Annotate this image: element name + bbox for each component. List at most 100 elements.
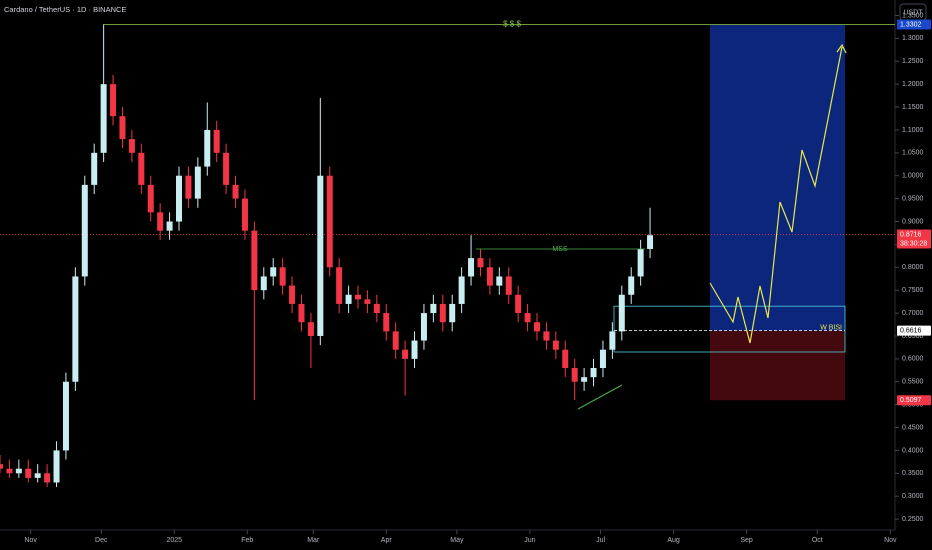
candle-body (345, 294, 352, 304)
loss-zone (710, 330, 845, 401)
y-tick-label: 0.5500 (902, 379, 924, 386)
x-tick-label: Nov (24, 537, 37, 544)
x-tick-label: Apr (381, 537, 393, 544)
target-price-label: 1.3302 (900, 21, 922, 28)
candle-body (223, 152, 230, 185)
candle-body (72, 276, 79, 382)
x-tick-label: Nov (884, 537, 897, 544)
candle-body (647, 235, 654, 249)
candle-body (468, 258, 475, 277)
y-tick-label: 1.2500 (902, 58, 924, 65)
candle-body (289, 285, 296, 304)
candle-body (552, 340, 559, 350)
target-annotation: $ $ $ (503, 20, 521, 29)
y-tick-label: 1.1000 (902, 127, 924, 134)
candle-body (505, 276, 512, 295)
mss-label: MSS (552, 246, 568, 253)
entry-price-badge (897, 325, 931, 336)
projection-arrow (836, 43, 847, 54)
fvg-zone (613, 305, 846, 353)
candle-body (458, 276, 465, 304)
x-tick-label: Sep (740, 537, 753, 544)
x-tick-label: 2025 (167, 537, 183, 544)
candle-body (44, 473, 51, 483)
currency-label: USDT (903, 9, 923, 16)
y-tick-label: 0.7500 (902, 287, 924, 294)
x-tick-label: Feb (241, 537, 253, 544)
candle-body (204, 129, 211, 167)
last-price-label: 0.8716 (900, 231, 922, 238)
candle-body (166, 221, 173, 231)
y-tick-label: 0.9500 (902, 195, 924, 202)
y-tick-label: 0.6000 (902, 356, 924, 363)
candle-body (392, 331, 399, 350)
y-tick-label: 1.2000 (902, 81, 924, 88)
y-tick-label: 0.2500 (902, 516, 924, 523)
candle-body (609, 331, 616, 350)
x-tick-label: Jul (596, 537, 605, 544)
x-tick-label: May (450, 537, 464, 544)
candle-body (336, 267, 343, 304)
candle-body (581, 377, 588, 382)
candle-body (298, 303, 305, 323)
entry-price-label: 0.6616 (900, 327, 922, 334)
candle-body (213, 129, 220, 153)
candle-body (6, 468, 13, 474)
x-tick-label: Aug (667, 537, 680, 544)
candle-body (383, 313, 390, 332)
candle-body (157, 212, 164, 231)
candle-body (279, 267, 286, 286)
x-tick-label: Mar (307, 537, 320, 544)
candle-body (34, 473, 41, 478)
candle-body (628, 276, 635, 295)
profit-zone (710, 24, 845, 331)
candle-body (402, 349, 409, 359)
candle-body (534, 322, 540, 332)
y-tick-label: 0.9000 (902, 218, 924, 225)
candle-body (91, 152, 98, 185)
candle-body (251, 230, 258, 291)
candle-body (53, 450, 60, 483)
candle-body (326, 175, 333, 268)
candle-body (138, 152, 145, 185)
candle-body (128, 139, 135, 153)
candle-body (496, 276, 503, 286)
candle-body (543, 331, 550, 341)
candle-body (15, 468, 22, 474)
candle-body (355, 294, 361, 300)
target-price-badge (897, 19, 931, 30)
y-tick-label: 1.0500 (902, 150, 924, 157)
candle-body (637, 248, 644, 277)
y-tick-label: 1.1500 (902, 104, 924, 111)
y-tick-label: 0.4000 (902, 447, 924, 454)
candle-body (364, 299, 371, 304)
candle-body (62, 381, 69, 451)
candle-body (241, 198, 248, 231)
y-tick-label: 1.0000 (902, 173, 924, 180)
candle-body (439, 303, 446, 323)
y-tick-label: 0.3000 (902, 493, 924, 500)
candle-body (110, 84, 117, 117)
candle-body (590, 368, 597, 378)
candle-body (119, 116, 126, 140)
y-tick-label: 1.3500 (902, 12, 924, 19)
candle-body (477, 258, 484, 268)
candle-body (411, 340, 418, 359)
candle-body (194, 166, 201, 199)
candle-body (176, 175, 182, 222)
entry-label: W BISI (820, 324, 842, 331)
candle-body (571, 368, 578, 382)
y-tick-label: 0.4500 (902, 424, 924, 431)
candle-body (260, 276, 267, 291)
candle-body (430, 303, 437, 314)
y-tick-label: 0.3500 (902, 470, 924, 477)
candle-body (317, 175, 324, 336)
candle-body (100, 84, 107, 153)
stop-price-badge (897, 395, 931, 406)
candle-body (185, 175, 192, 199)
countdown-label: 38:30:28 (900, 240, 927, 247)
candle-body (524, 313, 531, 323)
candle-body (486, 267, 493, 286)
